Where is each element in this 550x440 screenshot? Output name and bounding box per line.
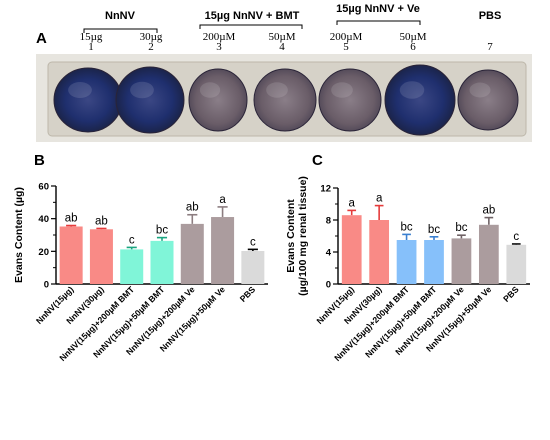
- lane-number: 5: [343, 41, 349, 53]
- significance-label: c: [513, 231, 519, 243]
- kidney: [253, 68, 317, 132]
- category-label: PBS: [501, 284, 521, 304]
- group-label: 15µg NnNV + Ve: [336, 3, 420, 15]
- significance-label: ab: [95, 215, 108, 227]
- bar: [180, 223, 204, 284]
- y-tick-label: 0: [326, 280, 331, 291]
- significance-label: bc: [400, 221, 412, 233]
- group-bracket: [336, 20, 421, 25]
- dose-label: 50µM: [399, 31, 426, 43]
- y-axis-label-unit: (µg/100 mg renal tissue): [297, 176, 309, 296]
- bar: [89, 229, 113, 284]
- lane-number: 2: [148, 41, 154, 53]
- kidney-highlight: [130, 81, 154, 99]
- y-tick-label: 40: [38, 214, 49, 225]
- significance-label: a: [219, 194, 226, 206]
- significance-label: bc: [156, 225, 168, 237]
- y-tick-label: 8: [326, 216, 331, 227]
- significance-label: ab: [186, 202, 199, 214]
- bar: [150, 240, 174, 284]
- significance-label: ab: [65, 213, 78, 225]
- kidney: [115, 66, 185, 134]
- kidney: [318, 68, 382, 132]
- kidney: [384, 64, 456, 136]
- bar: [341, 215, 362, 284]
- significance-label: a: [376, 193, 383, 205]
- bar: [396, 240, 417, 284]
- group-label: PBS: [479, 10, 502, 22]
- dose-label: 30µg: [140, 31, 163, 43]
- kidney: [188, 68, 248, 132]
- bar: [211, 217, 235, 284]
- panel-c: C Evans Content (µg/100 mg renal tissue) 0 4…: [285, 152, 530, 363]
- group-bracket: [83, 28, 158, 33]
- significance-label: a: [349, 197, 356, 209]
- kidney-highlight: [68, 82, 92, 98]
- dose-label: 50µM: [268, 31, 295, 43]
- kidney-photo: [36, 54, 532, 142]
- kidney-highlight: [266, 82, 288, 98]
- kidney-highlight: [399, 81, 425, 99]
- panel-a-label: A: [36, 30, 47, 47]
- bar: [451, 238, 472, 284]
- significance-label: ab: [482, 205, 495, 217]
- dose-label: 200µM: [330, 31, 363, 43]
- significance-label: bc: [428, 224, 440, 236]
- y-axis-label: Evans Content: [285, 199, 297, 273]
- y-tick-label: 20: [38, 247, 49, 258]
- category-label: PBS: [238, 284, 258, 304]
- lane-number: 6: [410, 41, 416, 53]
- bar: [369, 220, 390, 284]
- group-label: 15µg NnNV + BMT: [205, 10, 300, 22]
- y-tick-label: 12: [320, 184, 331, 195]
- significance-label: c: [250, 236, 256, 248]
- lane-number: 7: [487, 41, 493, 53]
- bar: [59, 226, 83, 284]
- kidney: [53, 67, 123, 133]
- group-label: NnNV: [105, 10, 136, 22]
- y-tick-label: 0: [44, 280, 49, 291]
- significance-label: c: [129, 234, 135, 246]
- y-tick-label: 4: [326, 248, 332, 259]
- group-bracket: [199, 24, 303, 29]
- bar: [506, 244, 527, 284]
- lane-number: 3: [216, 41, 222, 53]
- bar: [120, 249, 144, 284]
- dose-label: 15µg: [80, 31, 103, 43]
- kidney-highlight: [199, 82, 221, 98]
- significance-label: bc: [455, 222, 467, 234]
- dose-label: 200µM: [203, 31, 236, 43]
- panel-label: C: [312, 152, 323, 169]
- kidney: [457, 69, 519, 131]
- bar: [478, 224, 499, 284]
- lane-number: 4: [279, 41, 285, 53]
- bar: [241, 251, 265, 284]
- kidney-highlight: [469, 82, 491, 98]
- y-tick-label: 60: [38, 182, 49, 193]
- panel-label: B: [34, 152, 45, 169]
- y-axis-label: Evans Content (µg): [13, 187, 25, 283]
- lane-number: 1: [88, 41, 94, 53]
- bar: [424, 240, 444, 284]
- kidney-highlight: [331, 82, 353, 98]
